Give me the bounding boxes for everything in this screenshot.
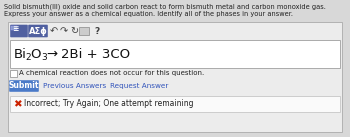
Text: Previous Answers: Previous Answers — [43, 83, 106, 89]
Text: Request Answer: Request Answer — [110, 83, 168, 89]
Text: Incorrect; Try Again; One attempt remaining: Incorrect; Try Again; One attempt remain… — [24, 99, 194, 109]
Text: Solid bismuth(III) oxide and solid carbon react to form bismuth metal and carbon: Solid bismuth(III) oxide and solid carbo… — [4, 3, 326, 9]
FancyBboxPatch shape — [10, 25, 28, 37]
Text: 3: 3 — [42, 52, 47, 62]
Text: ↻: ↻ — [70, 26, 78, 36]
Text: A chemical reaction does not occur for this question.: A chemical reaction does not occur for t… — [19, 71, 204, 76]
Text: Submit: Submit — [9, 82, 39, 91]
Text: 2: 2 — [26, 52, 31, 62]
FancyBboxPatch shape — [9, 80, 39, 92]
Text: ?: ? — [94, 26, 100, 35]
Text: ≡: ≡ — [12, 25, 18, 34]
Text: →: → — [46, 48, 57, 61]
Bar — [10, 96, 340, 112]
Text: AΣϕ: AΣϕ — [29, 26, 47, 35]
Text: ✖: ✖ — [13, 99, 21, 109]
Bar — [10, 24, 210, 38]
Text: O: O — [30, 48, 41, 61]
Bar — [10, 70, 16, 76]
FancyBboxPatch shape — [11, 26, 17, 30]
Text: ↷: ↷ — [60, 26, 68, 36]
FancyBboxPatch shape — [28, 25, 48, 37]
Bar — [10, 40, 340, 68]
Bar — [8, 22, 342, 132]
Text: Bi: Bi — [14, 48, 27, 61]
FancyBboxPatch shape — [79, 27, 89, 35]
Text: Express your answer as a chemical equation. Identify all of the phases in your a: Express your answer as a chemical equati… — [4, 11, 293, 17]
Text: 2Bi + 3CO: 2Bi + 3CO — [61, 48, 130, 61]
Text: ↶: ↶ — [50, 26, 58, 36]
